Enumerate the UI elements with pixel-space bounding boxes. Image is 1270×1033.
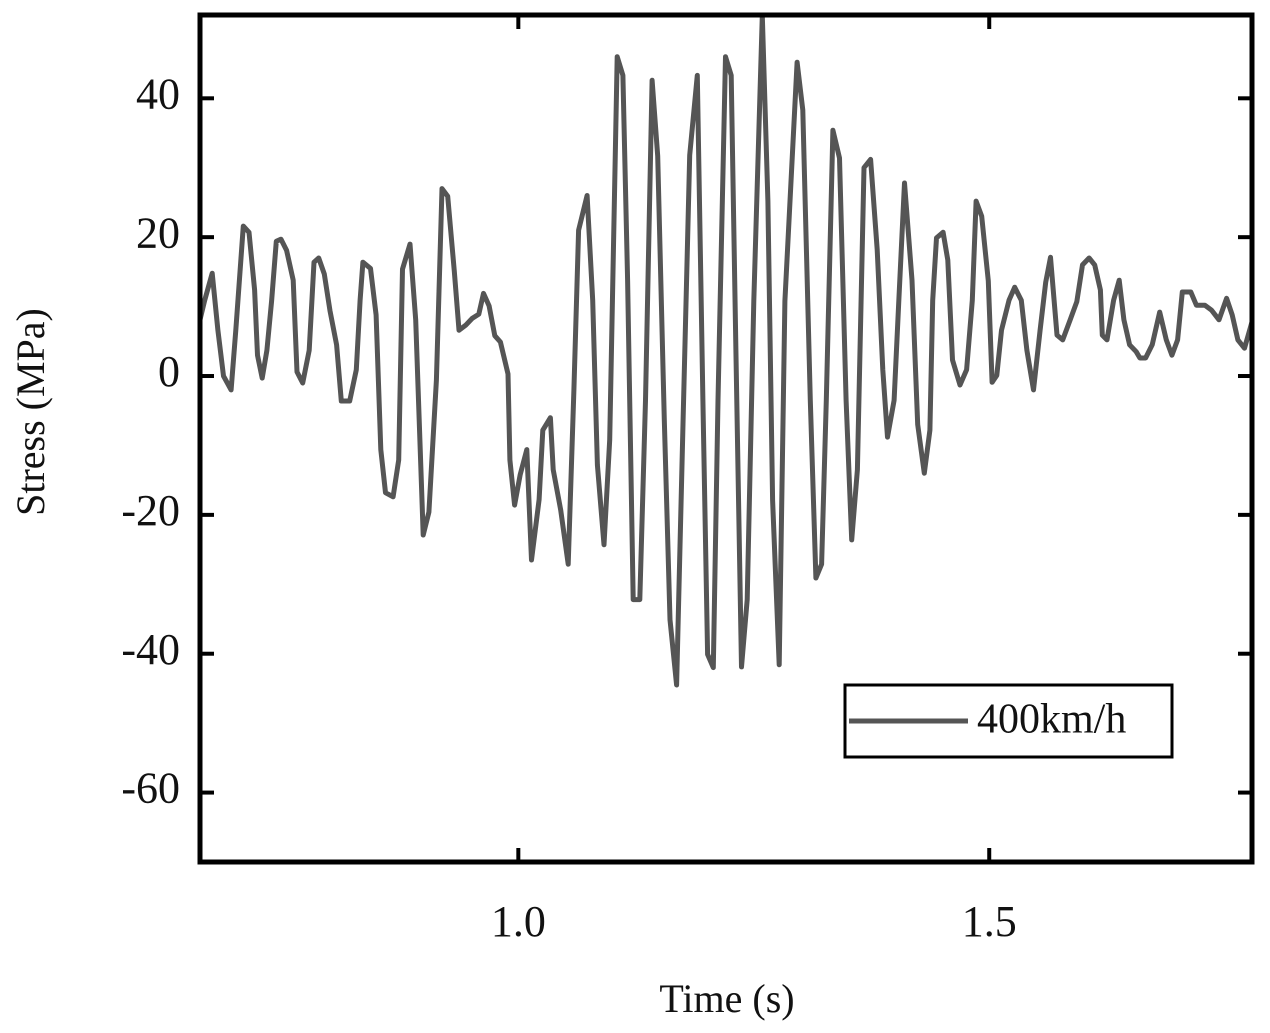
y-axis-label: Stress (MPa) xyxy=(8,308,53,516)
y-tick-label: -20 xyxy=(121,486,180,535)
y-tick-label: -60 xyxy=(121,764,180,813)
x-tick-label: 1.5 xyxy=(962,897,1017,946)
x-tick-label: 1.0 xyxy=(491,897,546,946)
x-axis-label: Time (s) xyxy=(659,976,794,1021)
plot-frame xyxy=(197,12,1255,865)
y-tick-label: 0 xyxy=(158,347,180,396)
legend-label: 400km/h xyxy=(977,697,1126,743)
y-tick-label: 40 xyxy=(136,69,180,118)
y-tick-label: -40 xyxy=(121,625,180,674)
y-tick-label: 20 xyxy=(136,208,180,257)
plot-area xyxy=(200,15,1252,688)
data-line xyxy=(200,15,1252,688)
